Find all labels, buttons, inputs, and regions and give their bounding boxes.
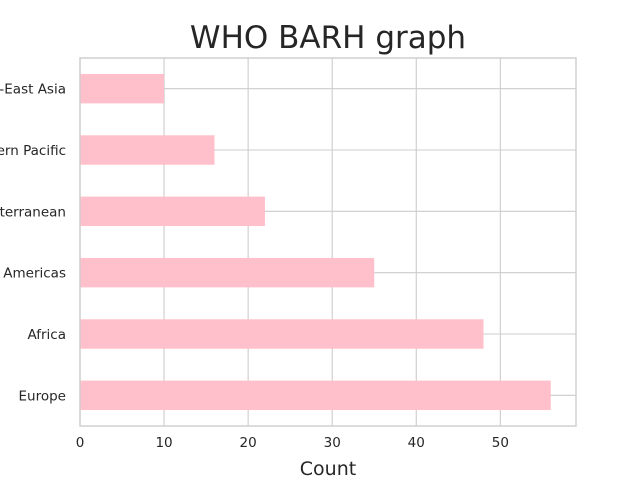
x-tick-label: 40 <box>408 435 425 451</box>
bar <box>80 319 484 349</box>
y-tick-label: Africa <box>27 327 66 343</box>
bar <box>80 73 165 104</box>
y-tick-label: -East Asia <box>0 82 66 98</box>
y-tick-label: Americas <box>3 266 66 282</box>
y-tick-label: iterranean <box>0 204 66 220</box>
bar <box>80 380 551 411</box>
bar <box>80 135 215 165</box>
x-tick-label: 0 <box>76 435 85 451</box>
x-tick-label: 50 <box>492 435 509 451</box>
y-tick-label: Europe <box>19 388 66 404</box>
y-tick-labels: Europe Africa Americas iterranean ern Pacifi… <box>0 82 66 405</box>
bar <box>80 196 265 227</box>
x-axis-label: Count <box>300 458 356 480</box>
grid <box>79 58 576 426</box>
plot-frame <box>79 57 577 427</box>
x-tick-labels: 0 10 20 30 40 50 <box>76 435 509 451</box>
y-tick-label: ern Pacific <box>0 143 66 159</box>
bars <box>80 73 551 411</box>
bar <box>80 257 375 288</box>
x-tick-label: 10 <box>155 435 172 451</box>
chart-title: WHO BARH graph <box>190 20 466 56</box>
x-tick-label: 30 <box>324 435 341 451</box>
x-tick-label: 20 <box>240 435 257 451</box>
